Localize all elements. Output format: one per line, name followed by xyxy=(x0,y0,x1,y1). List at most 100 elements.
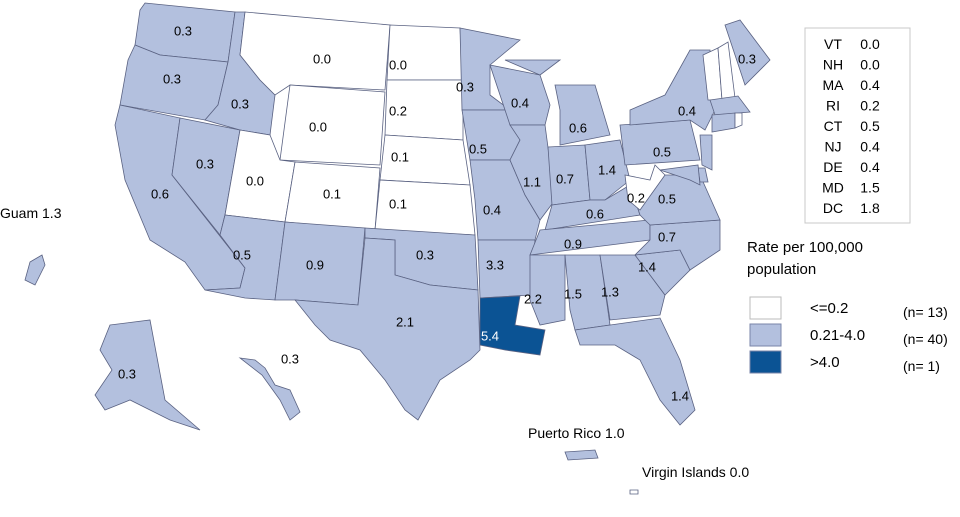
state-value-label: 1.1 xyxy=(523,174,541,189)
state-ri xyxy=(734,112,743,129)
state-value-label: 0.0 xyxy=(309,119,327,134)
state-nj xyxy=(699,134,713,171)
state-tx xyxy=(294,237,481,421)
state-value-label: 0.2 xyxy=(389,103,407,118)
state-value-label: 0.3 xyxy=(416,247,434,262)
state-value-label: 1.3 xyxy=(601,284,619,299)
table-state-abbr: DE xyxy=(823,159,842,175)
state-value-label: 1.4 xyxy=(638,259,656,274)
state-value-label: 0.3 xyxy=(118,366,136,381)
state-value-label: 0.5 xyxy=(233,247,251,262)
state-value-label: 0.9 xyxy=(564,236,582,251)
state-value-label: 1.5 xyxy=(564,286,582,301)
state-value-label: 0.6 xyxy=(586,206,604,221)
legend-title-2: population xyxy=(747,261,816,278)
legend-count: (n= 40) xyxy=(903,331,948,347)
state-value-label: 0.0 xyxy=(389,57,407,72)
state-gu xyxy=(24,254,46,286)
state-value-label: 0.6 xyxy=(569,120,587,135)
state-value-label: 0.3 xyxy=(174,23,192,38)
legend-count: (n= 1) xyxy=(903,358,940,374)
state-miu xyxy=(504,59,562,76)
state-value-label: 0.1 xyxy=(391,149,409,164)
state-ms xyxy=(529,254,566,326)
legend-title: Rate per 100,000 xyxy=(747,239,863,256)
state-nc xyxy=(633,219,721,271)
table-state-abbr: DC xyxy=(823,200,843,216)
state-mi xyxy=(554,84,611,146)
state-value-label: 0.4 xyxy=(678,103,696,118)
legend-swatch-high xyxy=(749,350,782,374)
state-value-label: 0.3 xyxy=(281,351,299,366)
table-state-value: 1.8 xyxy=(860,200,880,216)
legend-count: (n= 13) xyxy=(903,304,948,320)
state-oh xyxy=(584,139,631,201)
table-state-value: 0.2 xyxy=(860,98,880,114)
state-value-label: 0.5 xyxy=(658,191,676,206)
legend-swatch-mid xyxy=(749,323,782,347)
state-value-label: 0.5 xyxy=(653,144,671,159)
state-la xyxy=(479,295,546,356)
state-value-label: 0.7 xyxy=(556,171,574,186)
legend-swatch-low xyxy=(749,296,782,320)
state-pr xyxy=(564,449,599,461)
state-hi xyxy=(238,357,301,421)
state-il xyxy=(509,124,556,221)
state-value-label: 0.7 xyxy=(658,229,676,244)
table-state-value: 0.4 xyxy=(860,77,880,93)
state-value-label: 1.4 xyxy=(598,162,616,177)
territory-label-guam: Guam 1.3 xyxy=(0,205,62,221)
state-ny xyxy=(629,49,716,131)
state-wv xyxy=(624,164,666,211)
table-state-abbr: NH xyxy=(823,57,843,73)
state-ak xyxy=(94,319,201,431)
territory-label-puerto-rico: Puerto Rico 1.0 xyxy=(528,425,625,441)
state-value-label: 0.3 xyxy=(738,51,756,66)
state-value-label: 3.3 xyxy=(486,257,504,272)
state-value-label: 0.3 xyxy=(196,156,214,171)
table-state-abbr: VT xyxy=(824,36,842,52)
table-state-abbr: CT xyxy=(824,118,843,134)
state-value-label: 1.4 xyxy=(671,388,689,403)
legend-label: 0.21-4.0 xyxy=(810,327,865,344)
state-value-label: 0.0 xyxy=(313,51,331,66)
state-value-label: 0.5 xyxy=(469,141,487,156)
table-state-value: 1.5 xyxy=(860,180,880,196)
territory-label-virgin-islands: Virgin Islands 0.0 xyxy=(642,464,749,480)
table-state-value: 0.0 xyxy=(860,36,880,52)
state-value-label: 2.2 xyxy=(524,291,542,306)
state-wy xyxy=(279,84,386,166)
state-ct xyxy=(711,112,736,133)
state-value-label: 0.4 xyxy=(483,202,501,217)
state-md xyxy=(659,164,701,186)
table-state-value: 0.5 xyxy=(860,118,880,134)
table-state-value: 0.4 xyxy=(860,139,880,155)
state-me xyxy=(724,19,771,86)
state-vi xyxy=(629,489,639,495)
legend-label: >4.0 xyxy=(810,354,840,371)
table-state-abbr: MA xyxy=(823,77,845,93)
state-value-label: 0.9 xyxy=(306,257,324,272)
state-value-label: 0.3 xyxy=(231,96,249,111)
state-value-label: 0.4 xyxy=(511,95,529,110)
table-state-abbr: MD xyxy=(822,180,844,196)
state-value-label: 0.2 xyxy=(627,190,645,205)
state-value-label: 0.6 xyxy=(151,186,169,201)
table-state-abbr: NJ xyxy=(824,139,841,155)
state-ma xyxy=(709,95,751,116)
table-state-value: 0.4 xyxy=(860,159,880,175)
table-state-abbr: RI xyxy=(826,98,840,114)
state-ga xyxy=(599,254,666,321)
state-value-label: 0.3 xyxy=(163,71,181,86)
state-value-label: 5.4 xyxy=(481,328,499,343)
state-value-label: 2.1 xyxy=(396,314,414,329)
state-value-label: 0.1 xyxy=(389,196,407,211)
small-states-table xyxy=(804,27,911,224)
legend-label: <=0.2 xyxy=(810,300,848,317)
state-value-label: 0.3 xyxy=(456,79,474,94)
state-fl xyxy=(574,317,696,426)
state-value-label: 0.1 xyxy=(323,186,341,201)
state-value-label: 0.0 xyxy=(246,173,264,188)
table-state-value: 0.0 xyxy=(860,57,880,73)
